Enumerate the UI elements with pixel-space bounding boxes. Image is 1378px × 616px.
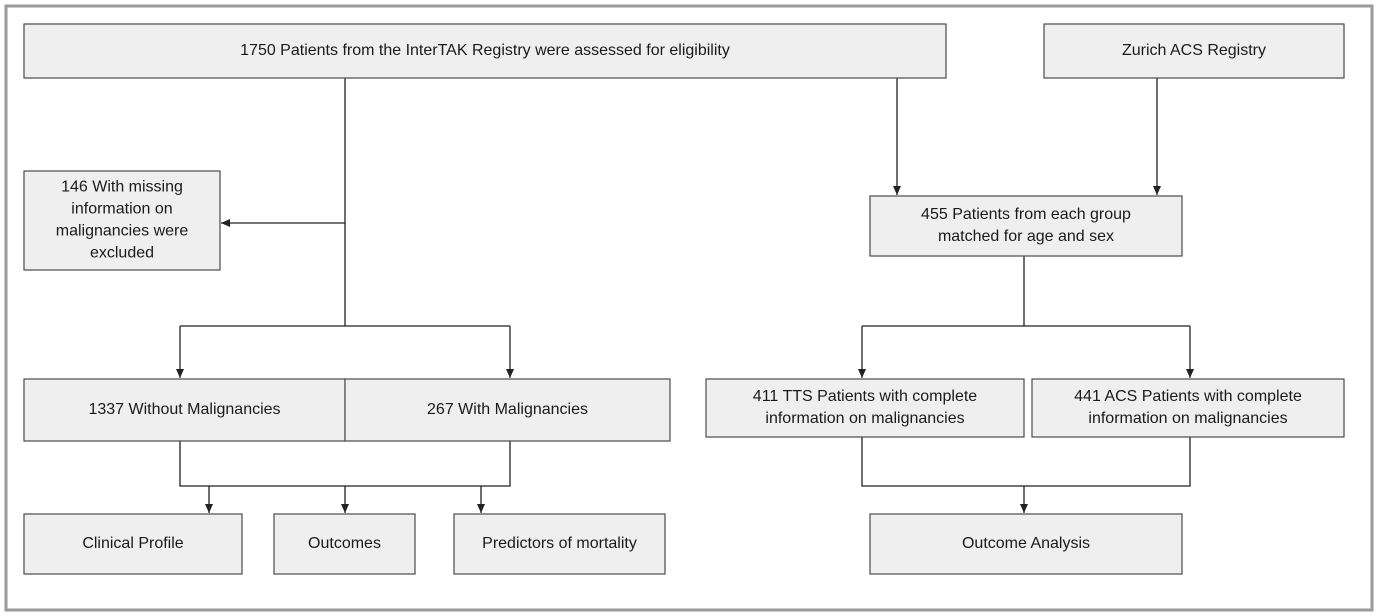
node-label: Predictors of mortality [482, 535, 637, 552]
node-label: information on [71, 201, 172, 218]
node-box [23, 513, 243, 575]
node-box [23, 378, 346, 442]
node-label: 455 Patients from each group [921, 206, 1131, 223]
node-box [453, 513, 666, 575]
node-box [23, 23, 947, 79]
node-label: information on malignancies [1088, 410, 1287, 427]
node-label: 146 With missing [61, 179, 183, 196]
node-label: 1750 Patients from the InterTAK Registry… [240, 42, 730, 59]
node-box [344, 378, 671, 442]
node-box [705, 378, 1025, 438]
node-label: 441 ACS Patients with complete [1074, 388, 1302, 405]
node-box [273, 513, 416, 575]
node-label: Outcomes [308, 535, 381, 552]
node-label: malignancies were [56, 223, 189, 240]
connectors [176, 78, 1194, 513]
node-label: Outcome Analysis [962, 535, 1090, 552]
node-label: 267 With Malignancies [427, 401, 588, 418]
node-box [869, 513, 1183, 575]
node-label: Clinical Profile [82, 535, 183, 552]
node-label: 411 TTS Patients with complete [753, 388, 978, 405]
node-label: matched for age and sex [938, 228, 1114, 245]
node-box [1043, 23, 1345, 79]
node-label: 1337 Without Malignancies [88, 401, 280, 418]
node-label: information on malignancies [765, 410, 964, 427]
node-box [23, 170, 221, 271]
node-box [1031, 378, 1345, 438]
node-label: excluded [90, 245, 154, 262]
node-box [869, 195, 1183, 257]
node-label: Zurich ACS Registry [1122, 42, 1266, 59]
frame [4, 4, 1374, 612]
